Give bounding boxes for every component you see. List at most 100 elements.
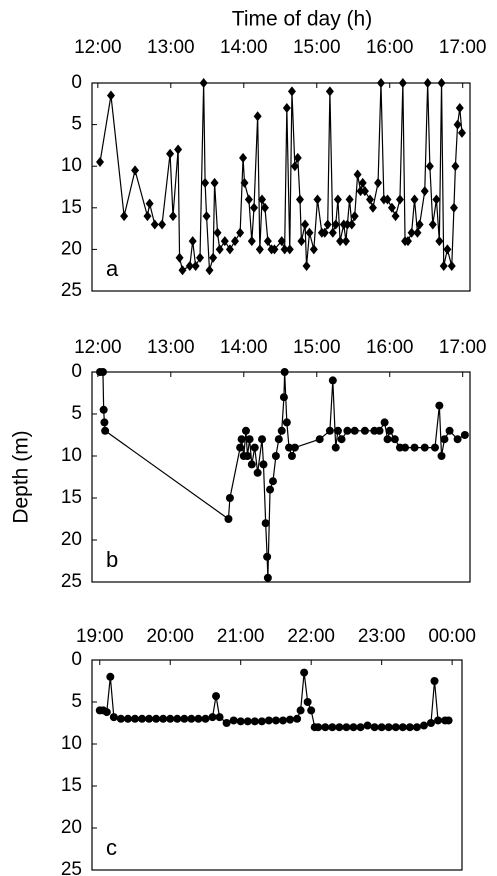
- diamond-marker: [368, 202, 377, 213]
- y-tick-label: 20: [61, 529, 82, 550]
- circle-marker: [215, 713, 224, 722]
- circle-marker: [257, 717, 266, 726]
- circle-marker: [236, 717, 245, 726]
- diamond-marker: [425, 161, 434, 172]
- diamond-marker: [178, 265, 187, 276]
- diamond-marker: [347, 219, 356, 230]
- diamond-marker: [282, 102, 291, 113]
- diamond-marker: [236, 227, 245, 238]
- circle-marker: [109, 713, 118, 722]
- y-tick-label: 15: [61, 487, 82, 508]
- circle-marker: [130, 714, 139, 723]
- circle-marker: [123, 714, 132, 723]
- diamond-marker: [356, 186, 365, 197]
- circle-marker: [384, 723, 393, 732]
- x-tick-label: 17:00: [439, 37, 487, 58]
- depth-line: [100, 371, 466, 578]
- circle-marker: [264, 716, 273, 725]
- panel: 12:00 13:00 14:00 15:00 16:00 17:00 0 5 10 15 20 25…: [61, 337, 487, 592]
- circle-marker: [261, 519, 270, 528]
- circle-marker: [390, 435, 399, 444]
- diamond-marker: [435, 236, 444, 247]
- circle-marker: [201, 714, 210, 723]
- circle-marker: [360, 426, 369, 435]
- circle-marker: [296, 706, 305, 715]
- plot-frame: [91, 371, 471, 583]
- circle-marker: [434, 716, 443, 725]
- circle-marker: [99, 405, 108, 414]
- diamond-marker: [120, 211, 129, 222]
- circle-marker: [331, 443, 340, 452]
- diamond-marker: [143, 211, 152, 222]
- circle-marker: [225, 494, 234, 502]
- diamond-marker: [209, 252, 218, 263]
- diamond-marker: [325, 86, 334, 97]
- diamond-marker: [295, 194, 304, 205]
- diamond-marker: [277, 236, 286, 247]
- x-tick-label: 20:00: [146, 626, 194, 647]
- circle-marker: [380, 418, 389, 427]
- diamond-marker: [188, 236, 197, 247]
- diamond-marker: [420, 186, 429, 197]
- circle-marker: [356, 723, 365, 732]
- circle-marker: [271, 716, 280, 725]
- x-tick-label: 12:00: [74, 37, 122, 58]
- circle-marker: [250, 717, 259, 726]
- diamond-marker: [280, 244, 289, 255]
- x-tick-label: 14:00: [220, 37, 268, 58]
- x-tick-label: 14:00: [220, 337, 268, 358]
- circle-marker: [258, 435, 267, 444]
- diamond-marker: [423, 78, 432, 88]
- circle-marker: [398, 723, 407, 732]
- circle-marker: [385, 426, 394, 435]
- circle-marker: [290, 443, 299, 452]
- circle-marker: [263, 573, 272, 582]
- circle-marker: [349, 723, 358, 732]
- plot-frame: [91, 659, 463, 871]
- x-tick-label: 17:00: [439, 337, 487, 358]
- y-tick-label: 15: [61, 775, 82, 796]
- x-tick-label: 15:00: [293, 37, 341, 58]
- diamond-marker: [443, 244, 452, 255]
- diamond-marker: [455, 102, 464, 113]
- diamond-marker: [255, 244, 264, 255]
- circle-marker: [391, 723, 400, 732]
- circle-marker: [274, 435, 283, 444]
- diamond-marker: [447, 261, 456, 272]
- diamond-marker: [407, 227, 416, 238]
- y-tick-label: 5: [71, 403, 82, 424]
- diamond-marker: [413, 227, 422, 238]
- y-tick-label: 25: [61, 571, 82, 592]
- diamond-marker: [457, 127, 466, 138]
- x-axis-title: Time of day (h): [232, 8, 372, 31]
- circle-marker: [253, 468, 262, 477]
- diamond-marker: [323, 219, 332, 230]
- y-tick-label: 20: [61, 238, 82, 259]
- diamond-marker: [391, 211, 400, 222]
- diamond-marker: [341, 236, 350, 247]
- x-tick-label: 23:00: [358, 626, 406, 647]
- circle-marker: [286, 715, 295, 724]
- circle-marker: [106, 672, 115, 681]
- circle-marker: [173, 714, 182, 723]
- depth-line: [99, 82, 463, 272]
- diamond-marker: [231, 236, 240, 247]
- circle-marker: [430, 443, 439, 452]
- diamond-marker: [374, 177, 383, 188]
- diamond-marker: [201, 177, 210, 188]
- x-tick-label: 21:00: [217, 626, 265, 647]
- panel-label: c: [106, 835, 117, 860]
- diamond-marker: [202, 211, 211, 222]
- diamond-marker: [331, 219, 340, 230]
- y-tick-label: 15: [61, 197, 82, 218]
- diamond-marker: [333, 194, 342, 205]
- circle-marker: [453, 435, 462, 444]
- diamond-marker: [174, 144, 183, 155]
- y-tick-label: 0: [71, 72, 82, 93]
- plot-frame: [91, 82, 471, 292]
- diamond-marker: [240, 177, 249, 188]
- circle-marker: [100, 418, 109, 427]
- diamond-marker: [305, 227, 314, 238]
- x-tick-label: 16:00: [366, 37, 414, 58]
- x-tick-label: 19:00: [76, 626, 124, 647]
